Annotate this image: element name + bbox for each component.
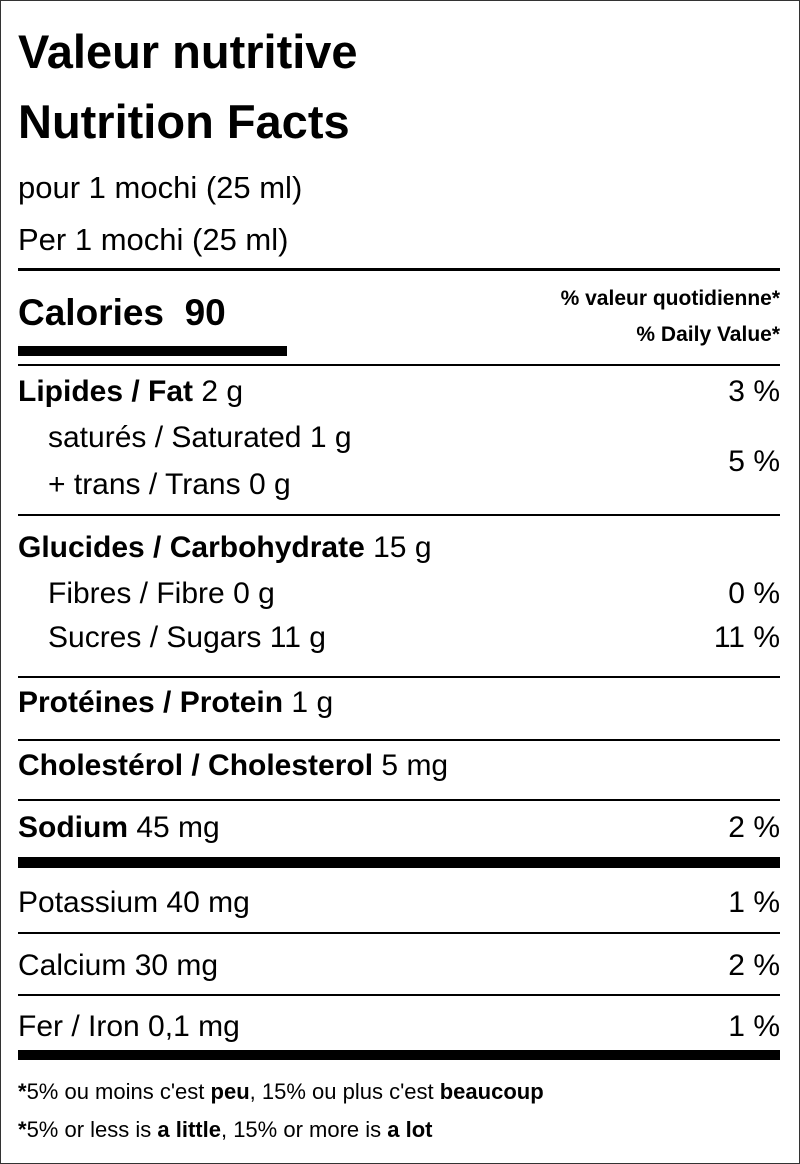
sodium-row: Sodium 45 mg <box>18 808 220 848</box>
divider <box>18 514 780 516</box>
dv-header-en: % Daily Value* <box>636 323 780 346</box>
nutrient-name: Sucres / Sugars <box>48 621 262 654</box>
footnote-fr: *5% ou moins c'est peu, 15% ou plus c'es… <box>18 1076 544 1108</box>
amount: 40 mg <box>166 886 250 919</box>
protein-row: Protéines / Protein 1 g <box>18 683 333 723</box>
asterisk: * <box>18 1079 27 1104</box>
dv: 1 % <box>728 1010 780 1043</box>
nutrient-name: Sodium <box>18 811 128 844</box>
calcium-row: Calcium 30 mg <box>18 946 218 986</box>
divider <box>18 268 780 271</box>
saturated-row: saturés / Saturated 1 g <box>48 418 352 458</box>
nutrient-name: Glucides / Carbohydrate <box>18 531 365 564</box>
dv: 3 % <box>728 375 780 408</box>
nutrient-name: Lipides / Fat <box>18 375 194 408</box>
amount: 0 g <box>248 468 291 501</box>
footnote-emphasis: a lot <box>387 1117 433 1142</box>
thick-divider <box>18 857 780 868</box>
divider <box>18 994 780 996</box>
amount: 45 mg <box>136 811 220 844</box>
nutrient-name: Protéines / Protein <box>18 686 284 719</box>
trans-row: + trans / Trans 0 g <box>48 465 291 505</box>
footnote-emphasis: beaucoup <box>439 1079 544 1104</box>
title-fr: Valeur nutritive <box>18 25 358 78</box>
divider <box>18 799 780 801</box>
footnote-text: 5% ou moins c'est <box>26 1079 211 1104</box>
dv: 0 % <box>728 577 780 610</box>
calories-value: 90 <box>184 292 226 333</box>
nutrient-name: + trans / Trans <box>48 468 241 501</box>
footnote-text: , 15% or more is <box>220 1117 388 1142</box>
footnote-text: , 15% ou plus c'est <box>249 1079 440 1104</box>
amount: 11 g <box>269 621 326 654</box>
divider <box>18 739 780 741</box>
dv: 5 % <box>728 445 780 478</box>
sugars-row: Sucres / Sugars 11 g <box>48 618 326 658</box>
nutrient-name: saturés / Saturated <box>48 421 302 454</box>
amount: 0,1 mg <box>148 1010 240 1043</box>
nutrient-name: Cholestérol / Cholesterol <box>18 749 374 782</box>
dv: 2 % <box>728 949 780 982</box>
thick-divider <box>18 1050 780 1060</box>
dv: 1 % <box>728 886 780 919</box>
divider <box>18 932 780 934</box>
asterisk: * <box>18 1117 27 1142</box>
serving-en: Per 1 mochi (25 ml) <box>18 222 289 257</box>
cholesterol-row: Cholestérol / Cholesterol 5 mg <box>18 746 448 786</box>
nutrient-name: Fer / Iron <box>18 1010 140 1043</box>
divider <box>18 676 780 678</box>
amount: 5 mg <box>381 749 449 782</box>
calories: Calories 90 <box>18 290 226 336</box>
nutrient-name: Potassium <box>18 886 159 919</box>
fibre-row: Fibres / Fibre 0 g <box>48 574 275 614</box>
divider <box>18 364 780 366</box>
amount: 0 g <box>233 577 275 610</box>
iron-row: Fer / Iron 0,1 mg <box>18 1007 240 1047</box>
potassium-row: Potassium 40 mg <box>18 883 250 923</box>
amount: 1 g <box>291 686 334 719</box>
calories-label: Calories <box>18 292 165 333</box>
amount: 30 mg <box>134 949 219 982</box>
footnote-text: 5% or less is <box>26 1117 158 1142</box>
footnote-en: *5% or less is a little, 15% or more is … <box>18 1114 432 1146</box>
dv: 11 % <box>713 621 780 654</box>
amount: 1 g <box>309 421 352 454</box>
serving-fr: pour 1 mochi (25 ml) <box>18 170 303 205</box>
fat-row: Lipides / Fat 2 g <box>18 372 243 412</box>
footnote-emphasis: peu <box>210 1079 250 1104</box>
nutrient-name: Calcium <box>18 949 127 982</box>
title-en: Nutrition Facts <box>18 95 350 148</box>
dv-header-fr: % valeur quotidienne* <box>560 287 780 310</box>
nutrient-name: Fibres / Fibre <box>48 577 225 610</box>
dv: 2 % <box>728 811 780 844</box>
carbohydrate-row: Glucides / Carbohydrate 15 g <box>18 528 432 568</box>
amount: 15 g <box>373 531 432 564</box>
amount: 2 g <box>201 375 244 408</box>
calories-bar <box>18 346 287 356</box>
footnote-emphasis: a little <box>157 1117 221 1142</box>
